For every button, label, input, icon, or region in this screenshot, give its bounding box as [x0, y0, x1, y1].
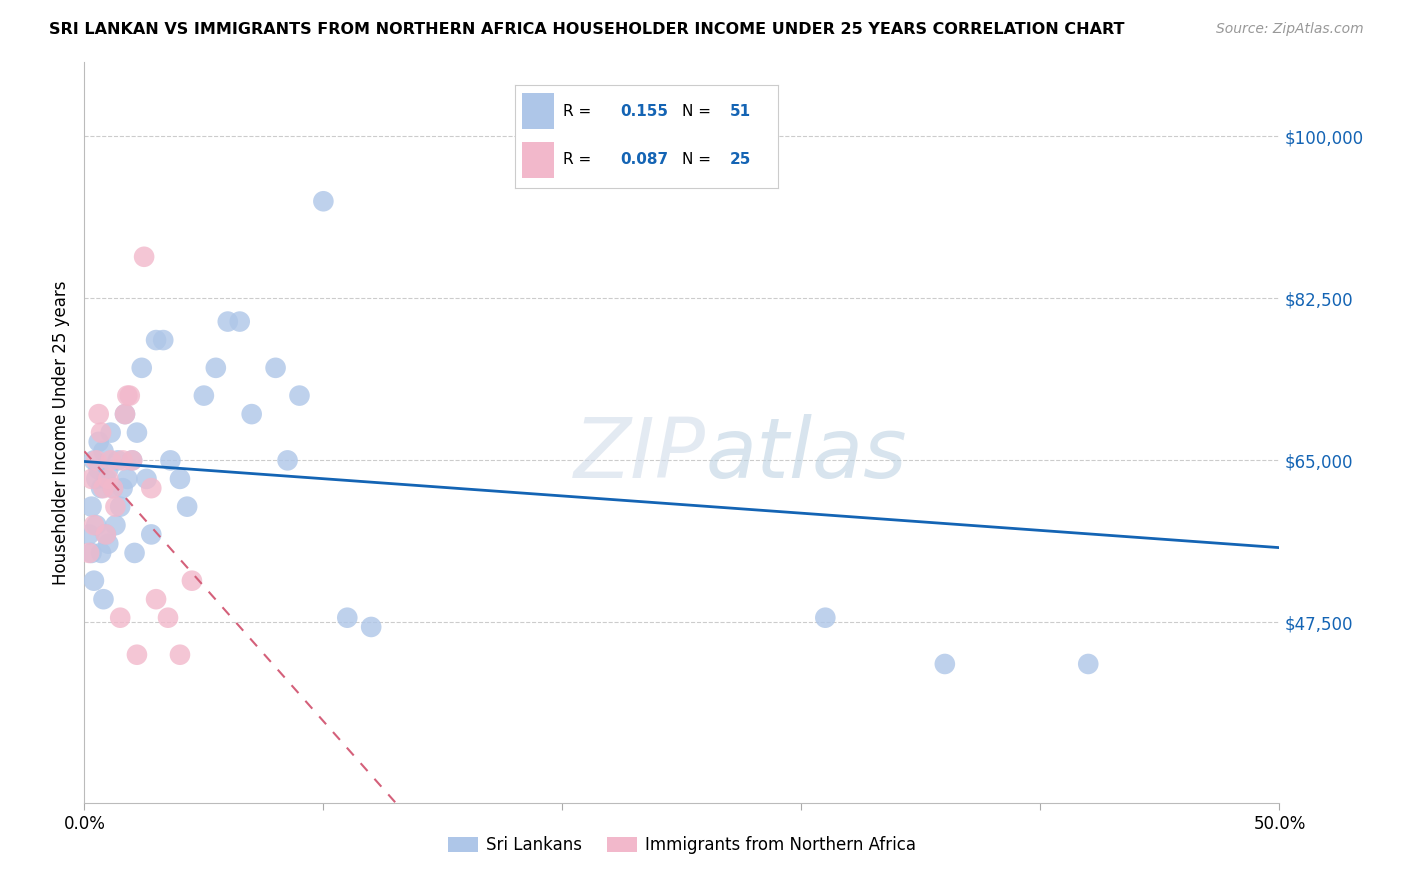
- Point: [124, 546, 146, 560]
- Point: [94, 527, 117, 541]
- Point: [114, 407, 136, 421]
- Point: [135, 472, 157, 486]
- Point: [87, 462, 110, 476]
- Point: [1077, 657, 1099, 671]
- Point: [86, 453, 108, 467]
- Point: [125, 648, 148, 662]
- Point: [97, 536, 120, 550]
- Point: [111, 481, 134, 495]
- Point: [121, 453, 143, 467]
- Point: [97, 462, 120, 476]
- Point: [152, 333, 174, 347]
- Point: [336, 610, 359, 624]
- Text: SRI LANKAN VS IMMIGRANTS FROM NORTHERN AFRICA HOUSEHOLDER INCOME UNDER 25 YEARS : SRI LANKAN VS IMMIGRANTS FROM NORTHERN A…: [49, 22, 1125, 37]
- Point: [77, 546, 100, 560]
- Point: [229, 314, 252, 328]
- Point: [145, 592, 167, 607]
- Point: [100, 453, 122, 467]
- Point: [169, 472, 191, 486]
- Point: [87, 434, 110, 449]
- Point: [934, 657, 956, 671]
- Point: [77, 527, 100, 541]
- Point: [94, 527, 117, 541]
- Point: [107, 453, 129, 467]
- Point: [80, 472, 103, 486]
- Point: [159, 453, 181, 467]
- Point: [131, 360, 153, 375]
- Point: [104, 500, 127, 514]
- Point: [312, 194, 335, 209]
- Y-axis label: Householder Income Under 25 years: Householder Income Under 25 years: [52, 280, 70, 585]
- Point: [83, 453, 105, 467]
- Point: [110, 610, 132, 624]
- Point: [117, 472, 139, 486]
- Point: [93, 444, 115, 458]
- Point: [217, 314, 239, 328]
- Point: [240, 407, 263, 421]
- Point: [814, 610, 837, 624]
- Point: [117, 388, 139, 402]
- Point: [111, 453, 134, 467]
- Point: [360, 620, 382, 634]
- Point: [205, 360, 228, 375]
- Point: [100, 425, 122, 440]
- Point: [101, 481, 124, 495]
- Point: [141, 527, 163, 541]
- Point: [132, 250, 156, 264]
- Point: [86, 472, 108, 486]
- Point: [104, 518, 127, 533]
- Point: [157, 610, 180, 624]
- Point: [90, 481, 112, 495]
- Point: [118, 388, 141, 402]
- Point: [141, 481, 163, 495]
- Point: [181, 574, 204, 588]
- Point: [83, 574, 105, 588]
- Point: [718, 157, 741, 171]
- Text: atlas: atlas: [706, 414, 907, 495]
- Text: ZIP: ZIP: [574, 414, 706, 495]
- Point: [86, 518, 108, 533]
- Point: [93, 481, 115, 495]
- Point: [90, 425, 112, 440]
- Point: [93, 592, 115, 607]
- Point: [94, 472, 117, 486]
- Point: [114, 407, 136, 421]
- Point: [288, 388, 311, 402]
- Point: [83, 518, 105, 533]
- Point: [101, 481, 124, 495]
- Legend: Sri Lankans, Immigrants from Northern Africa: Sri Lankans, Immigrants from Northern Af…: [441, 830, 922, 861]
- Point: [97, 472, 120, 486]
- Point: [121, 453, 143, 467]
- Point: [80, 500, 103, 514]
- Point: [90, 546, 112, 560]
- Point: [264, 360, 287, 375]
- Point: [176, 500, 198, 514]
- Point: [110, 500, 132, 514]
- Point: [169, 648, 191, 662]
- Point: [80, 546, 103, 560]
- Point: [87, 407, 110, 421]
- Point: [277, 453, 299, 467]
- Point: [193, 388, 215, 402]
- Point: [125, 425, 148, 440]
- Text: Source: ZipAtlas.com: Source: ZipAtlas.com: [1216, 22, 1364, 37]
- Point: [145, 333, 167, 347]
